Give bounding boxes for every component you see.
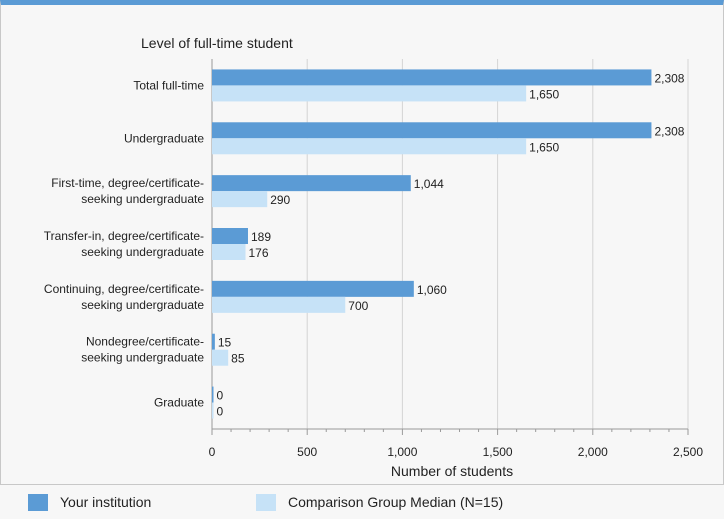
bar-value-label: 1,650 (529, 140, 559, 154)
category-label: Total full-time (133, 78, 204, 92)
bar-value-label: 176 (249, 246, 269, 260)
legend-label-comparison-group: Comparison Group Median (N=15) (288, 494, 504, 510)
legend-swatch-comparison-group (256, 493, 276, 511)
bar (212, 191, 268, 208)
bar-value-label: 2,308 (654, 71, 684, 85)
bar-value-label: 2,308 (654, 124, 684, 138)
category-label: seeking undergraduate (81, 192, 204, 206)
legend-item-your-institution: Your institution (28, 485, 151, 519)
category-label: Nondegree/certificate- (86, 335, 204, 349)
x-tick-label: 2,500 (673, 445, 703, 459)
legend: Your institution Comparison Group Median… (0, 484, 724, 519)
bar-value-label: 1,060 (417, 283, 447, 297)
bar-value-label: 700 (348, 299, 368, 313)
x-tick-label: 1,500 (483, 445, 513, 459)
bar-value-label: 0 (217, 389, 224, 403)
bar (212, 244, 246, 260)
x-tick-label: 2,000 (578, 445, 608, 459)
bar (212, 386, 214, 403)
category-label: Undergraduate (124, 131, 204, 145)
bar (212, 333, 215, 350)
bar (212, 402, 214, 419)
category-label: Transfer-in, degree/certificate- (44, 229, 204, 243)
bar-value-label: 189 (251, 230, 271, 244)
bar-value-label: 85 (231, 352, 245, 366)
bar-chart: 2,308 1,650 2,308 1,650 1,044 290 189 176 1,060 7… (44, 35, 704, 479)
legend-label-your-institution: Your institution (60, 494, 152, 510)
bar (212, 349, 229, 366)
bar (212, 138, 527, 155)
x-tick-label: 500 (297, 445, 317, 459)
bar (212, 280, 414, 297)
x-tick-label: 0 (209, 445, 216, 459)
category-label: seeking undergraduate (81, 245, 204, 259)
bar-value-label: 290 (270, 193, 290, 207)
category-label: Continuing, degree/certificate- (44, 282, 204, 296)
category-label: seeking undergraduate (81, 298, 204, 312)
category-labels: Total full-time Undergraduate First-time, … (44, 78, 205, 409)
bar (212, 122, 652, 139)
bar-value-label: 15 (218, 336, 232, 350)
bar (212, 85, 527, 102)
legend-swatch-your-institution (28, 493, 48, 511)
bar-value-label: 1,650 (529, 87, 559, 101)
x-tick-label: 1,000 (387, 445, 417, 459)
bar-value-label: 1,044 (414, 177, 444, 191)
category-label: seeking undergraduate (81, 351, 204, 365)
bars: 2,308 1,650 2,308 1,650 1,044 290 189 176 1,060 7… (212, 69, 685, 419)
x-axis-label: Number of students (391, 463, 513, 479)
bar (212, 69, 652, 86)
category-label: Graduate (154, 396, 204, 410)
bar (212, 175, 411, 192)
category-label: First-time, degree/certificate- (51, 176, 204, 190)
bar-value-label: 0 (217, 405, 224, 419)
bar (212, 228, 248, 244)
chart-title: Level of full-time student (141, 35, 293, 51)
x-axis-ticks: 0 500 1,000 1,500 2,000 2,500 (209, 429, 703, 459)
legend-item-comparison-group: Comparison Group Median (N=15) (256, 485, 503, 519)
grid-lines (211, 59, 689, 430)
bar (212, 296, 346, 313)
